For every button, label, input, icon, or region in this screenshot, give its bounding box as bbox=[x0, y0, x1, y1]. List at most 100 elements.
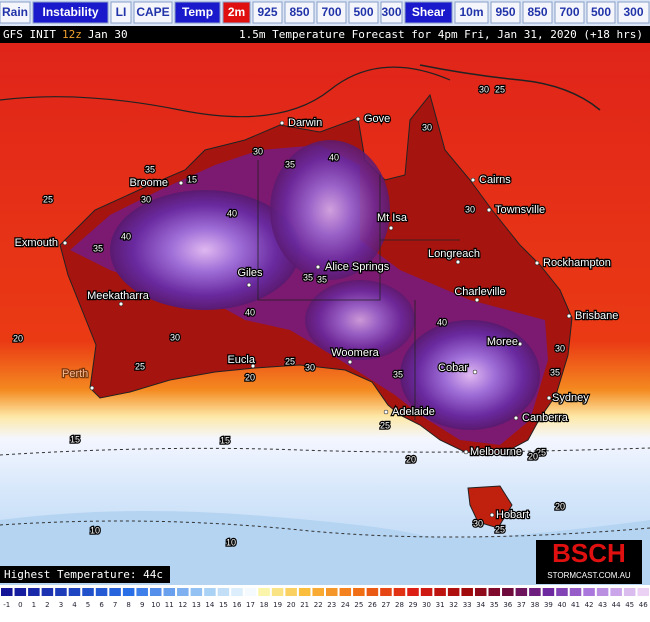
tab[interactable]: 300 bbox=[617, 1, 650, 24]
tab-label: 700 bbox=[321, 5, 341, 19]
contour-line bbox=[0, 447, 650, 456]
tab[interactable]: Temp bbox=[174, 1, 221, 24]
city-label: Meekatharra bbox=[87, 290, 150, 302]
scale-label: 32 bbox=[449, 601, 458, 609]
contour-label: 30 bbox=[305, 362, 315, 372]
brand-url: STORMCAST.COM.AU bbox=[547, 571, 631, 580]
contour-label: 30 bbox=[473, 518, 483, 528]
scale-swatch bbox=[41, 588, 54, 596]
scale-label: 34 bbox=[476, 601, 485, 609]
city-label: Sydney bbox=[552, 392, 589, 404]
tab[interactable]: 850 bbox=[284, 1, 315, 24]
tab[interactable]: 10m bbox=[454, 1, 489, 24]
tab[interactable]: LI bbox=[110, 1, 132, 24]
contour-label: 25 bbox=[135, 361, 145, 371]
scale-swatch bbox=[610, 588, 622, 596]
contour-label: 15 bbox=[220, 435, 230, 445]
city-dot bbox=[250, 363, 256, 369]
scale-label: 8 bbox=[126, 601, 130, 609]
tab[interactable]: Shear bbox=[404, 1, 453, 24]
tab-bg bbox=[404, 1, 453, 24]
tab-bg bbox=[252, 1, 283, 24]
contour-label: 20 bbox=[245, 372, 255, 382]
scale-swatch bbox=[298, 588, 311, 596]
city-label: Perth bbox=[62, 368, 88, 380]
tab[interactable]: 700 bbox=[316, 1, 347, 24]
city-dot bbox=[178, 180, 184, 186]
tab-bg bbox=[316, 1, 347, 24]
tab[interactable]: CAPE bbox=[133, 1, 173, 24]
tab[interactable]: 2m bbox=[222, 1, 251, 24]
tab-bg bbox=[174, 1, 221, 24]
scale-label: 46 bbox=[639, 601, 648, 609]
scale-swatch bbox=[556, 588, 568, 596]
scale-label: 28 bbox=[395, 601, 404, 609]
city-dot bbox=[118, 301, 124, 307]
city-dot bbox=[489, 512, 495, 518]
contour-label: 10 bbox=[226, 537, 236, 547]
scale-label: 15 bbox=[219, 601, 228, 609]
header-part: GFS INIT bbox=[3, 28, 56, 41]
tab[interactable]: 850 bbox=[522, 1, 553, 24]
scale-label: 39 bbox=[544, 601, 553, 609]
city-label: Woomera bbox=[331, 347, 379, 359]
tab-bg bbox=[554, 1, 585, 24]
scale-label: 6 bbox=[99, 601, 104, 609]
scale-swatch bbox=[366, 588, 379, 596]
scale-label: 0 bbox=[18, 601, 22, 609]
scale-swatch bbox=[109, 588, 121, 596]
scale-label: 10 bbox=[151, 601, 160, 609]
scale-swatch bbox=[502, 588, 514, 596]
scale-swatch bbox=[420, 588, 433, 596]
contour-label: 35 bbox=[317, 274, 327, 284]
tab[interactable]: 925 bbox=[252, 1, 283, 24]
tab[interactable]: 500 bbox=[348, 1, 379, 24]
map: Darwin Gove Cairns Townsville Broome Mt Isa Ex… bbox=[0, 43, 650, 585]
scale-label: 40 bbox=[558, 601, 567, 609]
legend-title: Highest Temperature: 44c bbox=[4, 568, 163, 581]
contour-label: 15 bbox=[70, 434, 80, 444]
tab-label: Shear bbox=[412, 5, 446, 19]
contour-label: 25 bbox=[495, 84, 505, 94]
tab-label: 2m bbox=[228, 5, 245, 19]
tab[interactable]: 300 bbox=[380, 1, 403, 24]
city-label: Charleville bbox=[454, 286, 505, 298]
scale-swatch bbox=[326, 588, 338, 596]
tab-label: 500 bbox=[591, 5, 611, 19]
tab-bg bbox=[617, 1, 650, 24]
scale-label: 11 bbox=[165, 601, 174, 609]
contour-label: 30 bbox=[141, 194, 151, 204]
hot-core bbox=[110, 190, 300, 310]
brand-box bbox=[536, 540, 642, 584]
header-part: Jan 30 bbox=[88, 28, 128, 41]
scale-swatch bbox=[339, 588, 352, 596]
contour-label: 35 bbox=[303, 272, 313, 282]
city-label: Canberra bbox=[522, 412, 569, 424]
tab[interactable]: 500 bbox=[586, 1, 616, 24]
tab[interactable]: Rain bbox=[0, 1, 31, 24]
scale-swatch bbox=[529, 588, 541, 596]
city-dot bbox=[455, 259, 461, 265]
tab-label: 700 bbox=[559, 5, 579, 19]
scale-label: 27 bbox=[381, 601, 390, 609]
tab[interactable]: Instability bbox=[32, 1, 109, 24]
city-label: Cairns bbox=[479, 174, 511, 186]
city-dot bbox=[355, 116, 361, 122]
city-dot bbox=[89, 385, 95, 391]
scale-label: 29 bbox=[409, 601, 418, 609]
header-bar bbox=[0, 26, 650, 43]
tab-label: 850 bbox=[527, 5, 547, 19]
contour-label: 40 bbox=[329, 152, 339, 162]
tab[interactable]: 950 bbox=[490, 1, 521, 24]
scale-label: 45 bbox=[625, 601, 634, 609]
scale-label: 7 bbox=[113, 601, 117, 609]
map-labels: Darwin Gove Cairns Townsville Broome Mt Isa Ex… bbox=[12, 83, 620, 549]
tab[interactable]: 700 bbox=[554, 1, 585, 24]
scale-swatch bbox=[542, 588, 555, 596]
city-dot bbox=[388, 225, 394, 231]
city-dot bbox=[463, 449, 469, 455]
contour-label: 15 bbox=[187, 174, 197, 184]
scale-label: 37 bbox=[517, 601, 526, 609]
